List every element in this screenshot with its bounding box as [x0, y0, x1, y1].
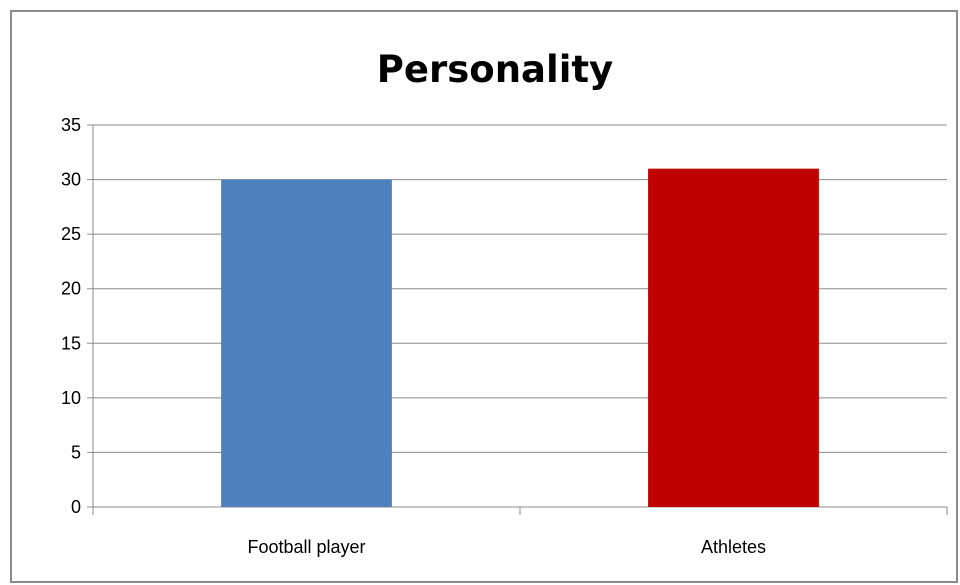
- y-tick-label-25: 25: [61, 224, 81, 244]
- y-tick-label-0: 0: [71, 497, 81, 517]
- y-tick-label-20: 20: [61, 279, 81, 299]
- labels: 0 5 10 15 20 25 30 35 Football player Athletes: [61, 115, 766, 557]
- y-tick-label-35: 35: [61, 115, 81, 135]
- y-tick-label-30: 30: [61, 170, 81, 190]
- bars: [221, 168, 819, 508]
- x-category-label-1: Athletes: [701, 537, 766, 557]
- y-tick-label-5: 5: [71, 442, 81, 462]
- bar-chart: Personality 0 5 10 15 20 25 30 35 Football playe…: [61, 48, 948, 557]
- bar-football-player: [221, 179, 392, 508]
- chart-frame: Personality 0 5 10 15 20 25 30 35 Football playe…: [10, 10, 958, 583]
- y-tick-label-10: 10: [61, 388, 81, 408]
- bar-athletes: [648, 168, 819, 507]
- chart-title: Personality: [377, 48, 613, 91]
- y-tick-label-15: 15: [61, 333, 81, 353]
- x-category-label-0: Football player: [247, 537, 365, 557]
